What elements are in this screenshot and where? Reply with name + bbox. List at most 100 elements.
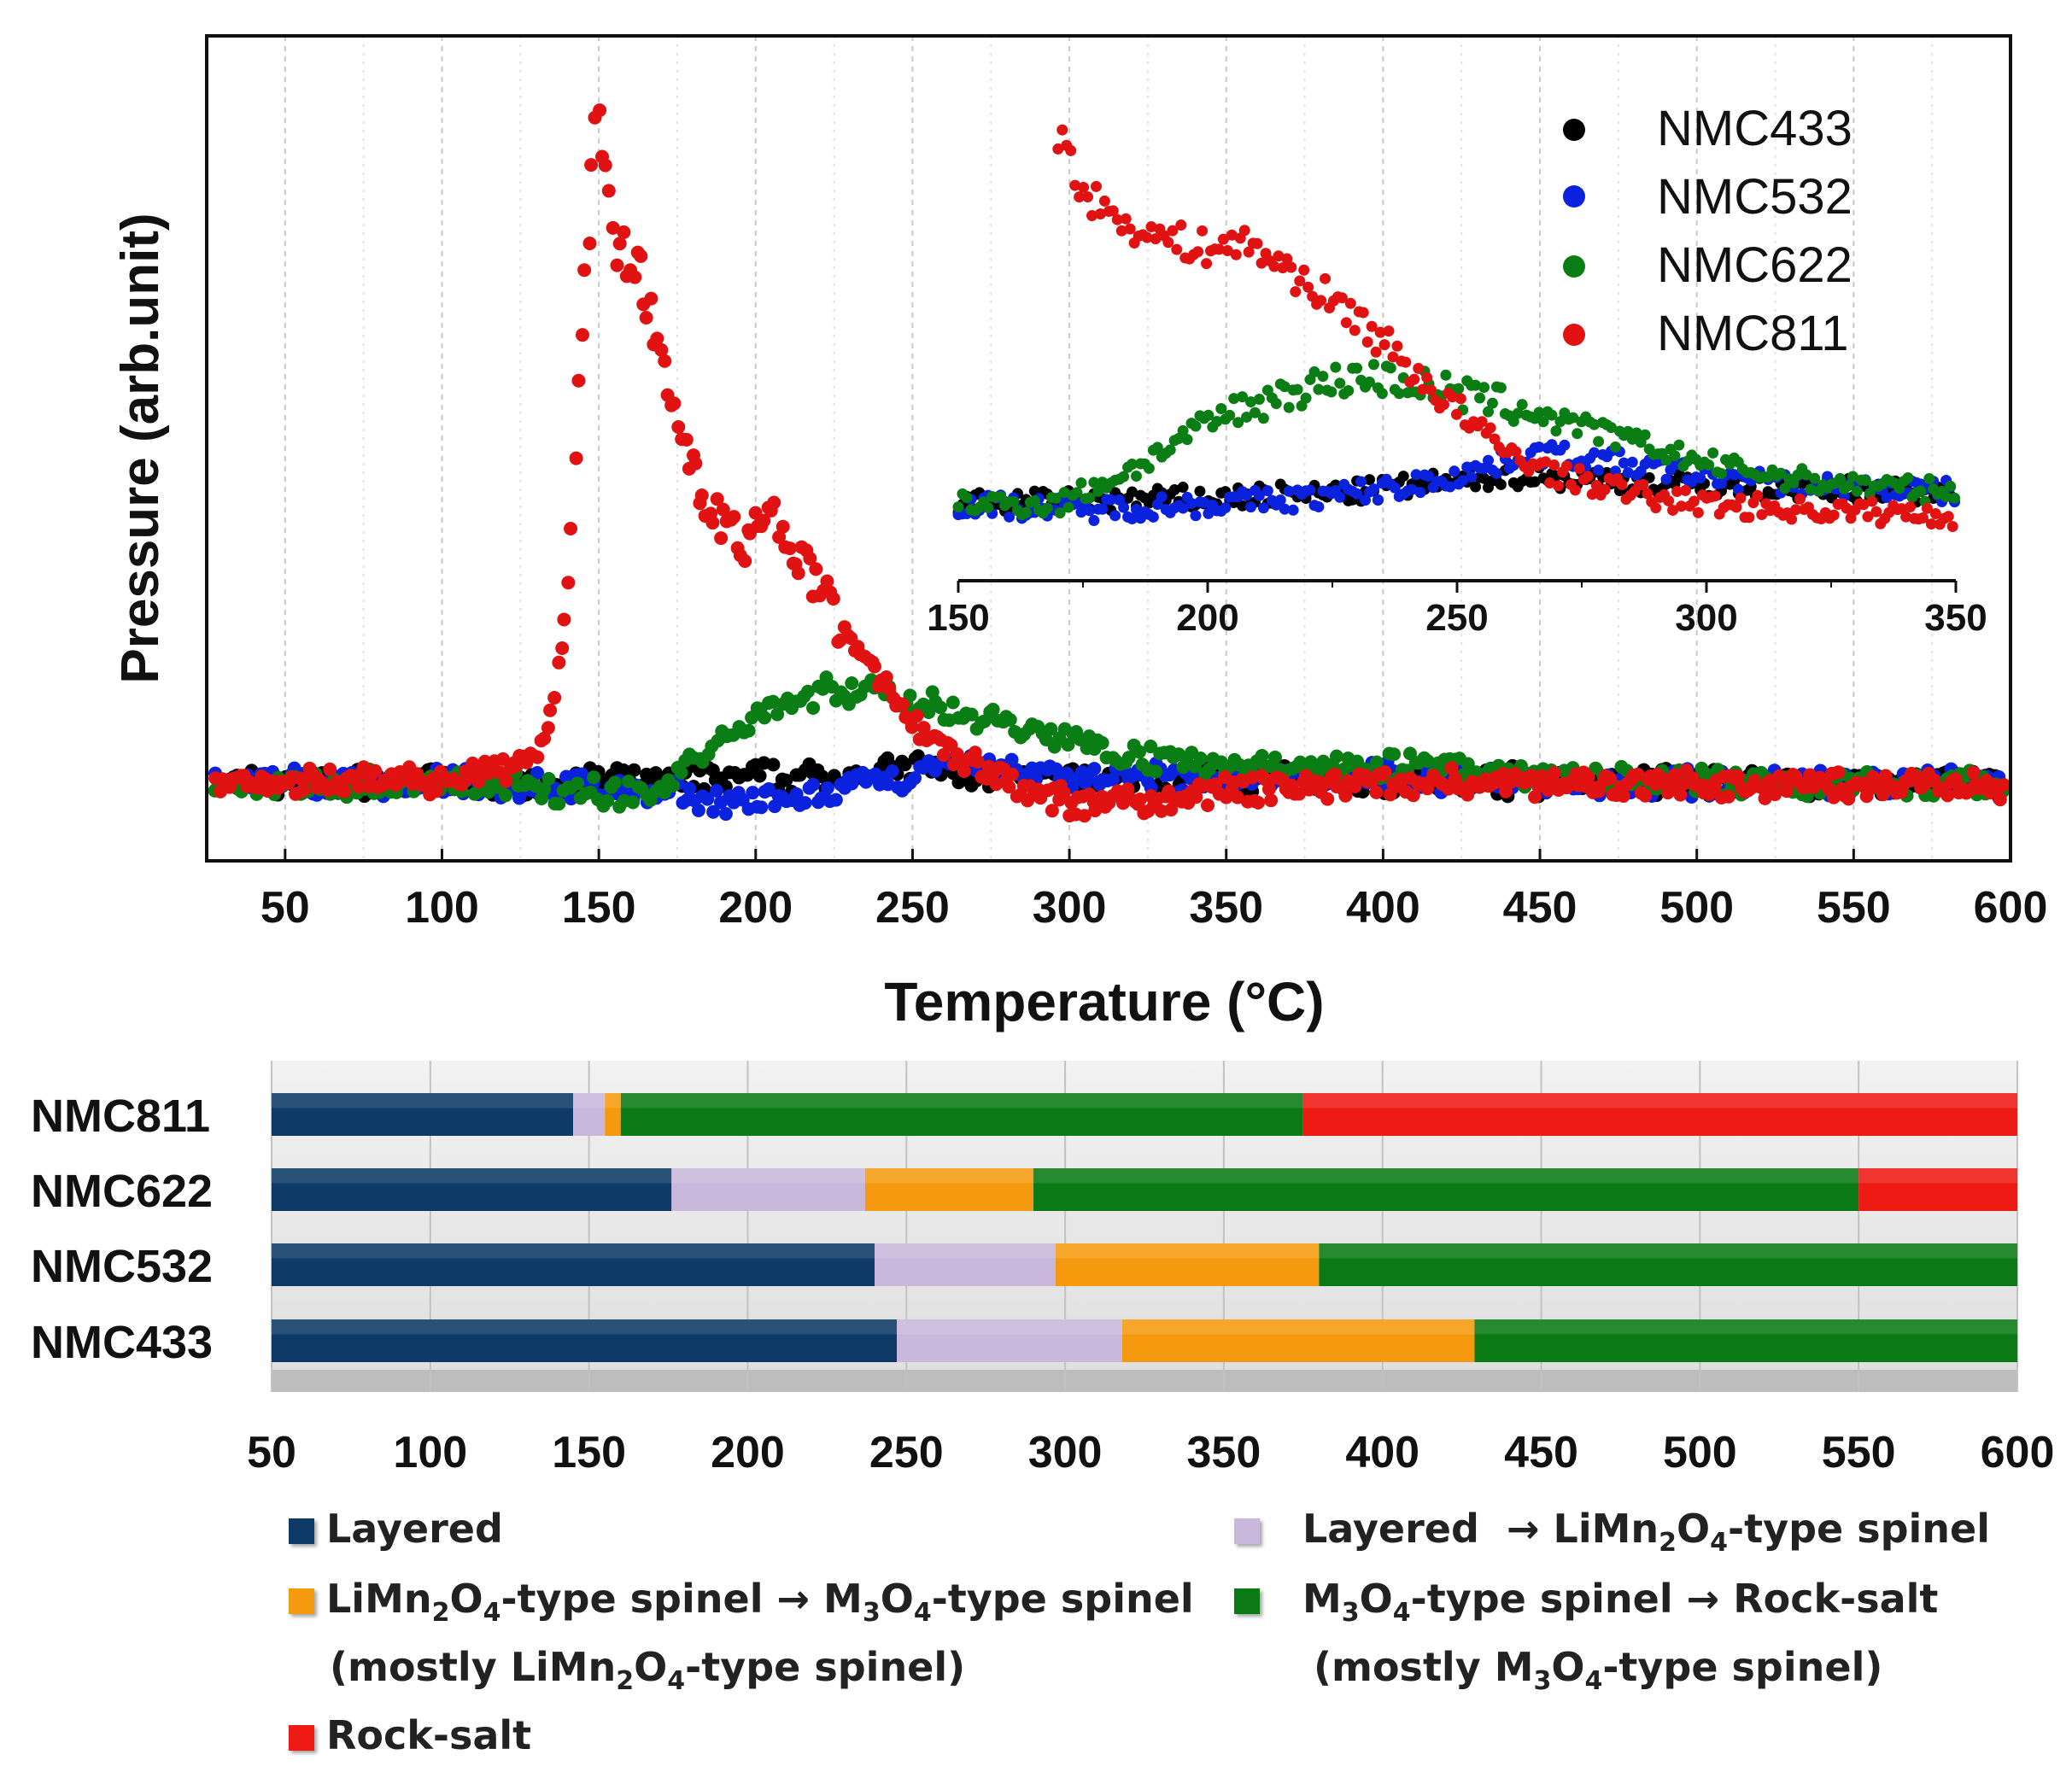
- inset-point-nmc622: [1809, 472, 1821, 484]
- series-nmc811: [208, 103, 2011, 823]
- inset-point-nmc811: [1425, 384, 1437, 396]
- inset-point-nmc622: [1851, 485, 1863, 497]
- legend-swatch-layered: [289, 1518, 314, 1544]
- point-nmc811: [1547, 766, 1561, 781]
- bar-segment-highlight: [605, 1093, 621, 1108]
- inset-point-nmc622: [1088, 477, 1100, 488]
- inset-point-nmc811: [1942, 511, 1954, 523]
- inset-point-nmc622: [1330, 361, 1342, 373]
- bar-segment-highlight: [272, 1319, 898, 1335]
- top-x-tick-label: 250: [875, 883, 950, 933]
- inset-point-nmc622: [1512, 407, 1524, 419]
- inset-point-nmc622: [1092, 485, 1104, 497]
- inset-point-nmc622: [1533, 407, 1545, 418]
- inset-point-nmc811: [1226, 229, 1238, 241]
- point-nmc811: [826, 592, 840, 606]
- inset-point-nmc811: [1476, 416, 1488, 428]
- inset-point-nmc811: [1366, 320, 1378, 332]
- inset-point-nmc622: [1639, 429, 1651, 441]
- point-nmc811: [1966, 765, 1981, 780]
- inset-point-nmc532: [1220, 502, 1232, 514]
- bar-segment-nmc433-phase-3: [1474, 1319, 2017, 1362]
- inset-point-nmc532: [1004, 511, 1016, 523]
- point-nmc811: [1369, 785, 1384, 799]
- bar-category-label-nmc532: NMC532: [31, 1241, 213, 1292]
- point-nmc811: [705, 516, 720, 530]
- point-nmc622: [1044, 722, 1058, 736]
- point-nmc811: [593, 103, 607, 118]
- inset-point-nmc622: [1237, 391, 1249, 403]
- inset-point-nmc811: [1336, 292, 1348, 304]
- inset-point-nmc622: [1609, 441, 1621, 453]
- point-nmc811: [530, 750, 545, 764]
- point-nmc532: [682, 781, 697, 796]
- inset-point-nmc811: [1569, 484, 1581, 496]
- point-nmc622: [934, 700, 948, 715]
- inset-point-nmc622: [1923, 472, 1935, 484]
- inset-point-nmc622: [1367, 359, 1379, 371]
- inset-point-nmc622: [1593, 436, 1605, 447]
- inset-point-nmc811: [1671, 486, 1683, 498]
- inset-point-nmc622: [1716, 468, 1728, 480]
- point-nmc811: [710, 492, 724, 506]
- bar-segment-highlight: [272, 1243, 875, 1259]
- inset-point-nmc622: [1550, 425, 1562, 437]
- legend-text-part: LiMn: [326, 1576, 432, 1622]
- point-nmc811: [1826, 790, 1841, 804]
- inset-point-nmc811: [1794, 493, 1806, 505]
- point-nmc811: [601, 184, 616, 198]
- inset-point-nmc811: [1544, 477, 1556, 488]
- inset-point-nmc811: [1370, 346, 1382, 358]
- inset-point-nmc811: [1438, 399, 1450, 411]
- point-nmc811: [776, 519, 790, 534]
- inset-point-nmc811: [1124, 223, 1136, 235]
- point-nmc811: [606, 220, 620, 235]
- point-nmc433: [910, 749, 925, 763]
- point-nmc532: [706, 804, 721, 819]
- inset-point-nmc622: [1835, 473, 1847, 485]
- inset-point-nmc532: [1423, 471, 1435, 483]
- top-x-tick-label: 350: [1189, 883, 1263, 933]
- inset-point-nmc532: [1304, 484, 1316, 496]
- bar-segment-highlight: [1055, 1243, 1320, 1259]
- legend-text-part: -type spinel: [500, 1576, 764, 1622]
- inset-point-nmc532: [1622, 466, 1634, 478]
- legend-swatch-limn-m3o4: [289, 1588, 314, 1614]
- inset-point-nmc532: [1127, 513, 1138, 525]
- point-nmc811: [495, 752, 510, 766]
- point-nmc811: [688, 456, 703, 471]
- inset-point-nmc622: [1245, 396, 1257, 408]
- inset-point-nmc622: [1847, 471, 1858, 483]
- legend-subscript: 4: [1392, 1598, 1411, 1628]
- inset-point-nmc622: [1118, 471, 1130, 483]
- point-nmc811: [1338, 788, 1353, 803]
- point-nmc811: [1499, 784, 1513, 798]
- bar-row-nmc622: [272, 1168, 2017, 1211]
- point-nmc622: [741, 723, 756, 738]
- inset-point-nmc622: [1384, 362, 1396, 374]
- bar-segment-nmc532-phase-2: [1055, 1243, 1320, 1286]
- point-nmc811: [714, 531, 729, 546]
- inset-point-nmc622: [961, 492, 973, 504]
- bar-row-nmc811: [272, 1093, 2017, 1136]
- bar-segment-nmc532-phase-1: [875, 1243, 1056, 1286]
- inset-point-nmc811: [1548, 459, 1560, 471]
- bar-segment-highlight: [864, 1168, 1033, 1184]
- inset-point-nmc811: [1858, 499, 1870, 511]
- inset-point-nmc811: [1590, 479, 1602, 491]
- inset-point-nmc532: [1406, 483, 1418, 495]
- y-axis-title: Pressure (arb.unit): [111, 213, 170, 683]
- point-nmc811: [351, 780, 366, 794]
- point-nmc811: [1406, 788, 1420, 803]
- point-nmc811: [658, 354, 672, 368]
- inset-point-nmc811: [1929, 508, 1941, 520]
- point-nmc811: [429, 784, 443, 798]
- inset-point-nmc811: [1709, 490, 1721, 502]
- legend-text-part: Layered: [1302, 1506, 1479, 1552]
- inset-point-nmc622: [1181, 434, 1193, 446]
- inset-point-nmc532: [1367, 483, 1379, 495]
- point-nmc811: [1257, 771, 1272, 786]
- inset-point-nmc532: [1728, 469, 1740, 481]
- inset-point-nmc811: [1730, 501, 1742, 513]
- inset-point-nmc532: [1466, 471, 1478, 483]
